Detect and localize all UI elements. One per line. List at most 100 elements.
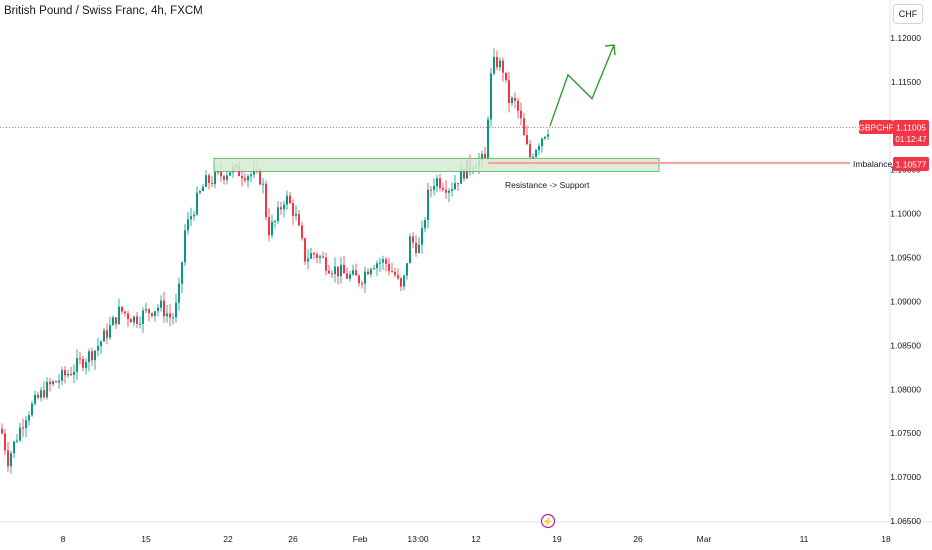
candle-body	[22, 427, 24, 429]
candle-body	[172, 317, 174, 319]
candle-body	[94, 350, 96, 361]
time-tick: 18	[881, 534, 891, 544]
candle-body	[448, 190, 450, 193]
candle-body	[442, 187, 444, 190]
candle-body	[217, 171, 219, 173]
price-tick: 1.11500	[891, 77, 921, 87]
candle-body	[226, 175, 228, 180]
candle-body	[34, 394, 36, 404]
time-tick: 26	[633, 534, 643, 544]
candle-body	[241, 176, 243, 179]
candle-body	[346, 273, 348, 279]
candle-body	[142, 310, 144, 324]
candle-body	[367, 271, 369, 275]
candle-body	[178, 283, 180, 303]
candle-body	[262, 183, 264, 185]
candle-body	[424, 220, 426, 229]
candle-body	[28, 415, 30, 421]
candle-body	[322, 256, 324, 258]
time-tick: Feb	[353, 534, 368, 544]
candle-body	[193, 214, 195, 217]
candle-body	[304, 238, 306, 262]
candle-body	[406, 263, 408, 276]
candle-body	[520, 110, 522, 119]
candle-body	[154, 311, 156, 316]
candle-body	[43, 390, 45, 398]
currency-button[interactable]: CHF	[893, 4, 923, 24]
candle-body	[49, 381, 51, 385]
candle-body	[307, 258, 309, 262]
candle-body	[394, 271, 396, 276]
candle-body	[184, 230, 186, 263]
time-tick: 12	[471, 534, 481, 544]
candle-body	[430, 189, 432, 191]
candle-body	[112, 317, 114, 326]
candle-body	[208, 175, 210, 183]
projection-path	[549, 44, 615, 127]
candle-body	[340, 264, 342, 277]
candle-body	[403, 275, 405, 287]
candle-body	[397, 275, 399, 279]
candle-body	[457, 183, 459, 185]
time-tick: 15	[141, 534, 151, 544]
lightning-icon: ⚡	[542, 516, 553, 528]
candle-body	[136, 316, 138, 325]
candle-body	[286, 195, 288, 205]
candle-body	[181, 262, 183, 284]
candle-body	[280, 207, 282, 210]
event-marker[interactable]	[540, 513, 556, 529]
candle-body	[337, 266, 339, 277]
candle-body	[127, 313, 129, 320]
imbalance-price-tag	[893, 157, 929, 171]
candle-body	[148, 309, 150, 314]
candle-body	[493, 56, 495, 74]
candle-body	[526, 135, 528, 145]
candle-body	[445, 189, 447, 193]
candle-body	[463, 168, 465, 179]
candle-body	[40, 390, 42, 398]
candle-body	[91, 351, 93, 361]
candle-body	[64, 370, 66, 376]
price-tick: 1.08000	[890, 384, 921, 394]
candle-body	[418, 244, 420, 253]
candle-body	[310, 253, 312, 259]
countdown-label: 01:12:47	[895, 135, 927, 144]
candle-body	[46, 381, 48, 398]
candle-body	[496, 56, 498, 68]
price-tick: 1.10000	[890, 209, 921, 219]
candle-body	[97, 346, 99, 351]
candle-body	[385, 259, 387, 264]
overlay-group	[213, 44, 850, 172]
candle-body	[490, 73, 492, 120]
candle-body	[316, 254, 318, 258]
candle-body	[349, 274, 351, 279]
candle-body	[199, 191, 201, 193]
projection-arrowhead	[604, 44, 616, 56]
candle-body	[388, 263, 390, 272]
candle-body	[250, 174, 252, 177]
candle-body	[319, 256, 321, 258]
candle-body	[481, 153, 483, 160]
candle-body	[523, 118, 525, 136]
candle-body	[157, 307, 159, 312]
candle-body	[379, 262, 381, 264]
candle-body	[538, 146, 540, 151]
candle-body	[517, 100, 519, 111]
candle-body	[130, 319, 132, 323]
candle-body	[70, 373, 72, 375]
zone-label: Resistance -> Support	[505, 180, 590, 190]
candle-body	[505, 72, 507, 81]
current-price-tag	[893, 120, 929, 146]
candle-body	[277, 207, 279, 222]
time-tick: Mar	[697, 534, 712, 544]
current-price-label: 1.11005	[896, 123, 926, 133]
candle-body	[1, 428, 3, 434]
candle-body	[31, 403, 33, 416]
candle-body	[265, 183, 267, 218]
candle-body	[301, 225, 303, 239]
candle-body	[382, 259, 384, 263]
candle-body	[334, 266, 336, 275]
candle-body	[400, 278, 402, 287]
candle-body	[508, 80, 510, 104]
